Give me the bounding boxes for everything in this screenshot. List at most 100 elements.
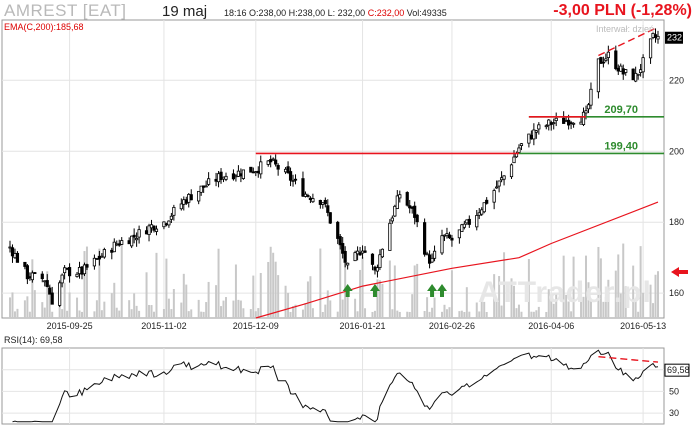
candle-body — [569, 122, 573, 124]
candle-body — [336, 221, 340, 239]
volume-bar — [513, 285, 515, 318]
volume-bar — [517, 304, 520, 318]
volume-bar — [580, 283, 583, 318]
candle-body — [152, 225, 156, 231]
candle-body — [601, 61, 605, 64]
candle-body — [636, 73, 640, 76]
candle-body — [363, 250, 367, 253]
candle-body — [656, 35, 660, 40]
candle-body — [358, 252, 362, 256]
volume-bar — [100, 310, 103, 318]
volume-bar — [220, 306, 223, 318]
buy-arrow-icon — [342, 284, 353, 297]
candle-body — [393, 205, 397, 217]
volume-bar — [259, 272, 262, 318]
volume-bar — [215, 285, 218, 318]
volume-bar — [287, 292, 290, 318]
candle-body — [430, 257, 434, 263]
volume-bar — [356, 311, 359, 318]
candle-body — [239, 173, 243, 177]
rsi-value-label: 69,58 — [667, 365, 690, 375]
volume-bar — [637, 311, 640, 318]
volume-bar — [185, 284, 188, 318]
candle-body — [465, 219, 469, 224]
candle-body — [144, 230, 149, 235]
volume-bar — [304, 303, 307, 318]
volume-bar — [31, 259, 34, 318]
price-panel-frame — [1, 19, 665, 319]
volume-bar — [187, 311, 190, 318]
volume-bar — [359, 269, 362, 318]
candle-body — [509, 164, 514, 178]
candle-body — [532, 129, 536, 140]
volume-bar — [607, 279, 610, 318]
volume-bar — [458, 311, 461, 318]
volume-bar — [155, 252, 158, 318]
candle-body — [224, 175, 228, 180]
volume-bar — [237, 299, 240, 318]
candle-body — [154, 228, 159, 232]
candle-body — [467, 218, 471, 225]
candle-body — [82, 264, 87, 275]
volume-bar — [306, 281, 309, 318]
candle-body — [596, 58, 601, 93]
candle-body — [499, 177, 504, 181]
candle-body — [58, 282, 62, 306]
candle-body — [405, 192, 409, 206]
candle-body — [149, 224, 154, 229]
candle-body — [249, 166, 253, 173]
candle-body — [408, 205, 412, 209]
candle-body — [564, 120, 568, 123]
volume-bar — [267, 261, 270, 318]
rsi-line — [12, 349, 659, 423]
volume-bar — [274, 261, 277, 318]
candle-body — [584, 110, 588, 114]
volume-bar — [239, 300, 242, 318]
volume-bar — [396, 310, 399, 318]
candle-body — [308, 197, 313, 201]
candle-body — [169, 215, 173, 220]
volume-bar — [118, 310, 121, 318]
candle-body — [40, 273, 44, 280]
volume-bar — [545, 311, 548, 318]
candle-body — [527, 133, 531, 144]
x-tick-label: 2016-01-21 — [340, 321, 386, 331]
candle-body — [115, 243, 119, 246]
candle-body — [599, 57, 603, 64]
candle-body — [641, 57, 645, 73]
volume-bar — [555, 293, 558, 318]
candle-body — [60, 274, 64, 284]
volume-bar — [78, 310, 81, 318]
candle-body — [482, 202, 486, 213]
candle-body — [189, 194, 193, 201]
candle-body — [92, 257, 97, 267]
volume-bar — [324, 304, 327, 318]
candle-body — [204, 185, 208, 188]
candle-body — [291, 180, 295, 182]
candle-body — [554, 117, 558, 122]
volume-bar — [217, 248, 220, 318]
candle-body — [13, 253, 17, 259]
candle-body — [63, 267, 67, 274]
volume-bar — [207, 281, 210, 318]
candle-body — [398, 194, 402, 199]
candle-body — [529, 134, 533, 140]
volume-bar — [391, 309, 394, 318]
volume-bar — [339, 243, 342, 318]
interval-label: Interwał: dzień — [595, 24, 654, 34]
volume-bar — [197, 299, 200, 318]
volume-bar — [532, 311, 535, 318]
candle-body — [624, 69, 628, 73]
volume-bar — [98, 248, 101, 318]
candle-body — [338, 236, 342, 246]
ema-legend: EMA(C,200):185,68 — [4, 22, 84, 32]
volume-bar — [61, 309, 64, 318]
candle-body — [581, 111, 586, 125]
close-value: C:232,00 — [367, 8, 405, 18]
volume-bar — [172, 288, 175, 318]
candle-body — [616, 67, 620, 72]
candle-body — [147, 225, 151, 236]
candle-body — [30, 272, 34, 281]
candle-body — [567, 119, 571, 126]
candle-body — [137, 229, 141, 238]
